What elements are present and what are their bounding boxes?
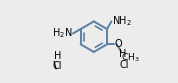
Text: H: H: [119, 49, 126, 59]
Text: CH$_3$: CH$_3$: [121, 52, 140, 64]
Text: H: H: [54, 51, 61, 61]
Text: O: O: [115, 39, 122, 49]
Text: Cl: Cl: [53, 61, 62, 71]
Text: NH$_2$: NH$_2$: [112, 15, 132, 28]
Text: H$_2$N: H$_2$N: [52, 27, 73, 40]
Text: Cl: Cl: [120, 60, 129, 70]
